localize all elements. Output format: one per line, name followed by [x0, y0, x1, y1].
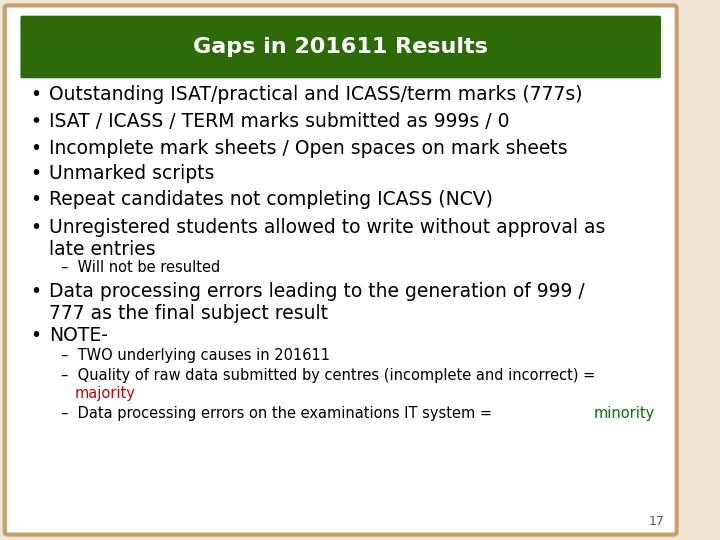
Text: Unmarked scripts: Unmarked scripts	[49, 164, 215, 184]
Text: 17: 17	[649, 515, 665, 528]
Text: ISAT / ICASS / TERM marks submitted as 999s / 0: ISAT / ICASS / TERM marks submitted as 9…	[49, 112, 510, 131]
Text: Outstanding ISAT/practical and ICASS/term marks (777s): Outstanding ISAT/practical and ICASS/ter…	[49, 85, 582, 104]
Text: Repeat candidates not completing ICASS (NCV): Repeat candidates not completing ICASS (…	[49, 190, 493, 210]
Text: •: •	[30, 164, 41, 184]
Text: •: •	[30, 112, 41, 131]
Text: late entries: late entries	[49, 240, 156, 259]
Text: •: •	[30, 218, 41, 238]
Text: minority: minority	[593, 406, 654, 421]
Text: 777 as the final subject result: 777 as the final subject result	[49, 303, 328, 323]
Text: Data processing errors leading to the generation of 999 /: Data processing errors leading to the ge…	[49, 282, 585, 301]
Text: –  Quality of raw data submitted by centres (incomplete and incorrect) =: – Quality of raw data submitted by centr…	[61, 368, 595, 383]
Text: –  Will not be resulted: – Will not be resulted	[61, 260, 220, 275]
Text: Unregistered students allowed to write without approval as: Unregistered students allowed to write w…	[49, 218, 606, 238]
Text: •: •	[30, 282, 41, 301]
Text: •: •	[30, 326, 41, 346]
Text: Gaps in 201611 Results: Gaps in 201611 Results	[193, 37, 488, 57]
Text: –  Data processing errors on the examinations IT system =: – Data processing errors on the examinat…	[61, 406, 497, 421]
Text: majority: majority	[75, 386, 136, 401]
Text: •: •	[30, 139, 41, 158]
Text: •: •	[30, 190, 41, 210]
Text: •: •	[30, 85, 41, 104]
Text: –  TWO underlying causes in 201611: – TWO underlying causes in 201611	[61, 348, 330, 363]
FancyBboxPatch shape	[5, 5, 677, 535]
FancyBboxPatch shape	[20, 16, 661, 78]
Text: Incomplete mark sheets / Open spaces on mark sheets: Incomplete mark sheets / Open spaces on …	[49, 139, 567, 158]
Text: NOTE-: NOTE-	[49, 326, 108, 346]
